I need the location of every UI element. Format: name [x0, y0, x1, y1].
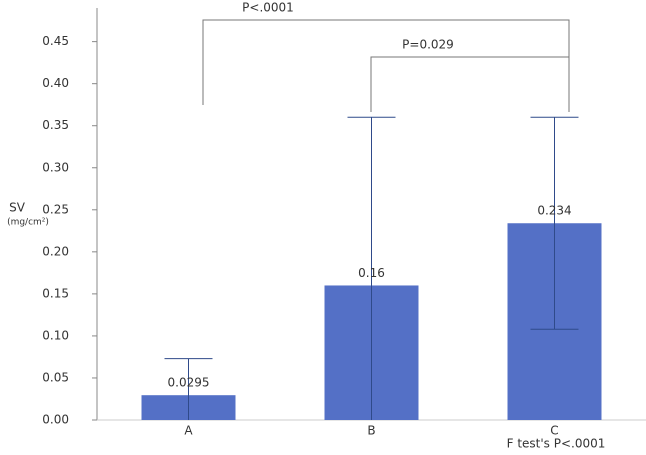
significance-bracket — [202, 19, 570, 105]
y-tick-label: 0.10 — [42, 328, 69, 342]
data-label: 0.16 — [358, 266, 385, 280]
x-tick-label: B — [367, 424, 375, 438]
annotation: P=0.029 — [402, 38, 454, 52]
x-tick-label: A — [184, 424, 193, 438]
data-label: 0.234 — [537, 204, 571, 218]
y-tick-label: 0.15 — [42, 286, 69, 300]
y-tick-label: 0.35 — [42, 118, 69, 132]
y-tick-label: 0.30 — [42, 160, 69, 174]
y-tick-label: 0.20 — [42, 244, 69, 258]
y-axis-unit: (mg/cm²) — [7, 218, 49, 228]
y-tick-label: 0.05 — [42, 370, 69, 384]
x-tick-label: C — [550, 424, 558, 438]
y-tick-label: 0.40 — [42, 76, 69, 90]
note: F test's P<.0001 — [507, 437, 606, 451]
y-tick-label: 0.25 — [42, 202, 69, 216]
y-axis-label: SV — [9, 201, 26, 215]
significance-bracket — [370, 56, 570, 112]
data-label: 0.0295 — [168, 376, 210, 390]
y-tick-label: 0.00 — [42, 413, 69, 427]
annotation: P<.0001 — [242, 1, 294, 15]
y-tick-label: 0.45 — [42, 34, 69, 48]
